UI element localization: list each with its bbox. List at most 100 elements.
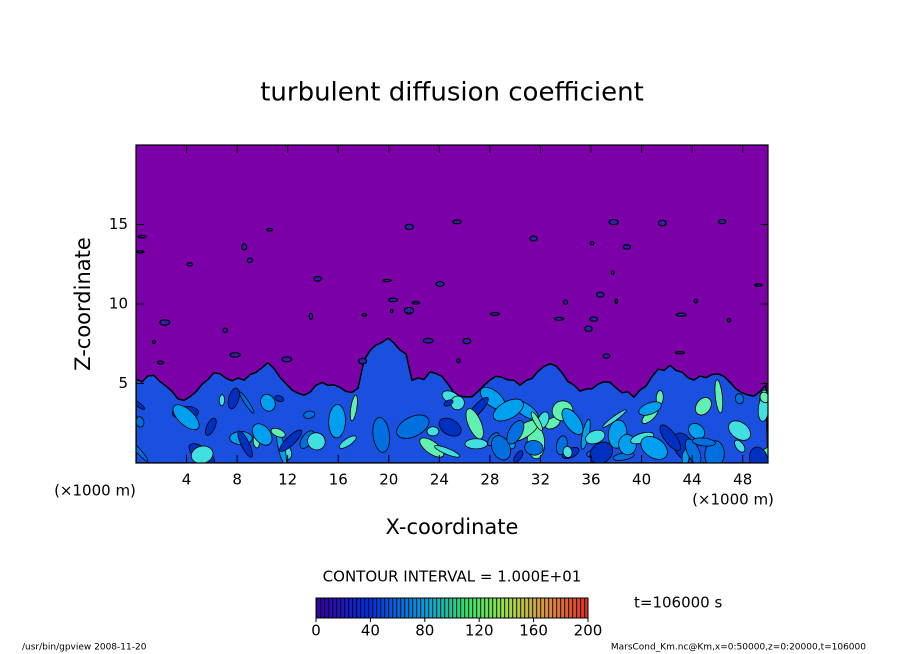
y-tick-label: 5 [118,374,128,392]
y-tick-label: 10 [109,295,128,313]
blob [159,319,171,326]
eddy [251,423,273,446]
blob [563,299,569,306]
eddy [227,387,240,410]
eddy [728,420,752,441]
y-tick-label: 15 [109,215,128,233]
eddy [561,407,584,435]
x-tick-label: 44 [683,471,702,489]
x-tick-label: 40 [632,471,651,489]
blob [281,356,293,363]
blob [608,218,619,226]
blob [246,257,254,264]
eddy [464,438,488,450]
blob [693,298,699,304]
eddy [685,438,702,463]
blob [411,301,421,305]
blob [674,351,686,355]
eddy [714,379,724,414]
colorbar-tick-label: 120 [465,622,494,640]
x-tick-label: 24 [430,471,449,489]
blob [675,312,687,317]
blob [596,291,605,298]
eddy [734,393,744,405]
chart-title: turbulent diffusion coefficient [260,78,644,108]
colorbar-tick-label: 160 [519,622,548,640]
eddy [438,417,462,437]
eddy [303,410,316,419]
eddy [589,441,614,463]
plot-area [136,145,768,463]
eddy [349,394,358,422]
eddy [638,401,662,416]
blob [589,316,599,322]
eddy [491,435,512,461]
blob [222,327,229,334]
eddy [465,408,484,440]
blob [358,357,368,365]
eddy [524,439,544,456]
eddy [506,420,525,445]
eddy [279,429,303,452]
eddy [492,398,524,422]
blob [151,339,156,344]
blob [403,306,415,314]
eddy [328,404,346,439]
blob [602,353,611,359]
blob [136,250,145,254]
x-axis-label: X-coordinate [386,515,519,539]
blob [308,312,314,320]
blob [241,243,248,251]
blob [156,360,164,365]
eddy [396,414,430,439]
eddy [640,435,668,460]
blob [313,275,323,282]
x-tick-label: 12 [278,471,297,489]
eddy [759,391,768,404]
blob [137,234,147,239]
eddy [434,445,461,458]
y-axis-label: Z-coordinate [71,237,95,371]
x-tick-label: 8 [232,471,242,489]
eddy [372,417,391,453]
blob [422,337,434,344]
blob [754,283,763,287]
x-tick-label: 4 [182,471,192,489]
x-tick-label: 16 [329,471,348,489]
contour-interval: CONTOUR INTERVAL = 1.000E+01 [323,568,582,586]
blob [589,240,595,246]
x-tick-label: 20 [379,471,398,489]
eddy [270,427,286,438]
eddy [205,417,217,436]
colorbar-tick-label: 200 [574,622,603,640]
blob [554,316,564,322]
blob [584,325,593,333]
footer-right: MarsCond_Km.nc@Km,x=0:50000,z=0:20000,t=… [611,643,866,653]
eddy [426,426,440,437]
eddy [338,435,357,449]
eddy [530,411,543,431]
eddy [218,394,226,407]
eddy [734,439,746,453]
eddy [513,450,524,463]
blob [361,312,367,317]
time-label: t=106000 s [634,594,722,612]
blob [389,308,394,314]
blob [610,270,615,276]
blob [614,298,619,304]
blob [382,278,392,283]
blob [266,227,273,232]
eddy [695,397,712,416]
eddy [585,429,606,445]
eddy [136,436,149,462]
eddy [704,440,725,463]
blob [229,352,241,358]
eddy [172,404,200,431]
blob [529,235,538,242]
blob [717,218,727,225]
eddy [307,432,326,451]
y-unit: (×1000 m) [54,482,136,500]
eddy [443,399,454,407]
blob [186,262,194,267]
